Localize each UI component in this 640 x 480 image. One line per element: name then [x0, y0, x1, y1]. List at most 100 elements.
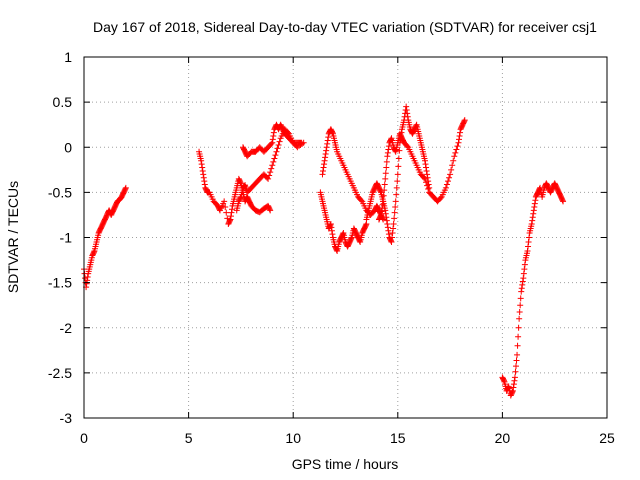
- data-point: [382, 210, 389, 217]
- data-point: [394, 171, 401, 178]
- data-point: [323, 147, 330, 154]
- data-point: [520, 275, 527, 282]
- y-tick-label: -2: [60, 320, 73, 336]
- data-point: [266, 206, 273, 213]
- y-tick-label: -0.5: [48, 184, 72, 200]
- data-point: [382, 175, 389, 182]
- data-point: [423, 167, 430, 174]
- data-point: [265, 175, 272, 182]
- data-point: [269, 162, 276, 169]
- data-point: [379, 205, 386, 212]
- data-point: [388, 136, 395, 143]
- y-tick-label: -1.5: [48, 275, 72, 291]
- data-point: [526, 234, 533, 241]
- data-point: [424, 171, 431, 178]
- data-point: [379, 201, 386, 208]
- data-point: [322, 151, 329, 158]
- data-point: [322, 154, 329, 161]
- data-point: [122, 185, 129, 192]
- data-point: [452, 149, 459, 156]
- data-point: [421, 175, 428, 182]
- data-point: [223, 209, 230, 216]
- data-point: [392, 198, 399, 205]
- data-point: [532, 197, 539, 204]
- y-tick-label: -2.5: [48, 365, 72, 381]
- data-point: [404, 143, 411, 150]
- data-point: [528, 220, 535, 227]
- data-point: [348, 235, 355, 242]
- data-point: [271, 155, 278, 162]
- y-tick-label: -3: [60, 410, 73, 426]
- data-point: [443, 181, 450, 188]
- axis-ticks: [83, 56, 608, 419]
- x-tick-label: 5: [185, 430, 193, 446]
- data-point: [329, 129, 336, 136]
- data-point: [517, 295, 524, 302]
- data-point: [324, 137, 331, 144]
- tick-labels: 0 5 10 15 20 25 -3 -2.5 -2 -1.5 -1 -0.5 0 0.5 1: [48, 49, 615, 446]
- data-point: [395, 163, 402, 170]
- data-point: [380, 192, 387, 199]
- data-point: [269, 136, 276, 143]
- data-point: [324, 140, 331, 147]
- data-point: [560, 198, 567, 205]
- data-point: [269, 139, 276, 146]
- y-axis-label: SDTVAR / TECUs: [5, 181, 21, 293]
- data-point: [383, 214, 390, 221]
- data-point: [390, 220, 397, 227]
- data-point: [403, 103, 410, 110]
- data-point: [517, 302, 524, 309]
- data-point: [201, 178, 208, 185]
- data-point: [521, 261, 528, 268]
- data-point: [420, 174, 427, 181]
- data-point: [237, 195, 244, 202]
- data-point: [392, 147, 399, 154]
- data-point: [525, 239, 532, 246]
- data-point: [424, 182, 431, 189]
- data-point: [300, 139, 307, 146]
- data-point: [391, 209, 398, 216]
- data-point: [442, 184, 449, 191]
- data-point: [423, 164, 430, 171]
- data-point: [325, 134, 332, 141]
- data-point: [529, 214, 536, 221]
- data-point: [377, 213, 384, 220]
- data-point: [559, 197, 566, 204]
- data-point: [519, 281, 526, 288]
- data-point: [518, 285, 525, 292]
- data-point: [390, 225, 397, 232]
- data-point: [333, 246, 340, 253]
- data-point: [356, 237, 363, 244]
- data-point: [200, 171, 207, 178]
- data-point: [229, 206, 236, 213]
- data-point: [228, 209, 235, 216]
- data-point: [384, 224, 391, 231]
- data-point: [237, 179, 244, 186]
- data-point: [389, 229, 396, 236]
- data-point: [377, 188, 384, 195]
- data-point: [530, 210, 537, 217]
- data-point: [511, 377, 518, 384]
- data-point: [510, 381, 517, 388]
- data-point: [449, 162, 456, 169]
- data-point: [268, 140, 275, 147]
- data-point: [509, 389, 516, 396]
- data-point: [267, 207, 274, 214]
- data-point: [275, 141, 282, 148]
- data-point: [83, 280, 90, 287]
- data-point: [382, 207, 389, 214]
- data-point: [521, 266, 528, 273]
- data-point: [268, 165, 275, 172]
- data-point: [362, 222, 369, 229]
- data-point: [461, 117, 468, 124]
- chart-title: Day 167 of 2018, Sidereal Day-to-day VTE…: [93, 19, 597, 35]
- data-point: [201, 181, 208, 188]
- data-point: [321, 161, 328, 168]
- data-point: [393, 191, 400, 198]
- data-point: [516, 315, 523, 322]
- data-point: [413, 122, 420, 129]
- x-tick-label: 15: [390, 430, 406, 446]
- data-point: [227, 216, 234, 223]
- data-point: [381, 181, 388, 188]
